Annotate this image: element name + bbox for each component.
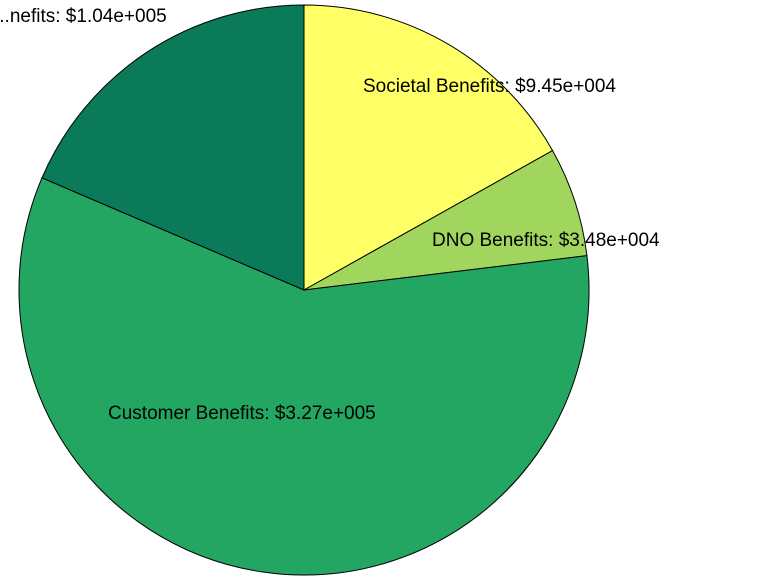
slice-customer-benefits [18, 177, 590, 576]
slice-label-societal-benefits: Societal Benefits: $9.45e+004 [363, 76, 616, 97]
slice-label-dno-benefits: DNO Benefits: $3.48e+004 [432, 230, 660, 251]
slice-label-other-benefits: ...nefits: $1.04e+005 [0, 6, 167, 27]
slice-societal-benefits [303, 4, 554, 291]
pie-slices [18, 4, 590, 576]
pie-labels: Societal Benefits: $9.45e+004 DNO Benefi… [0, 6, 660, 424]
slice-label-customer-benefits: Customer Benefits: $3.27e+005 [108, 403, 376, 424]
slice-other-benefits [41, 4, 305, 291]
